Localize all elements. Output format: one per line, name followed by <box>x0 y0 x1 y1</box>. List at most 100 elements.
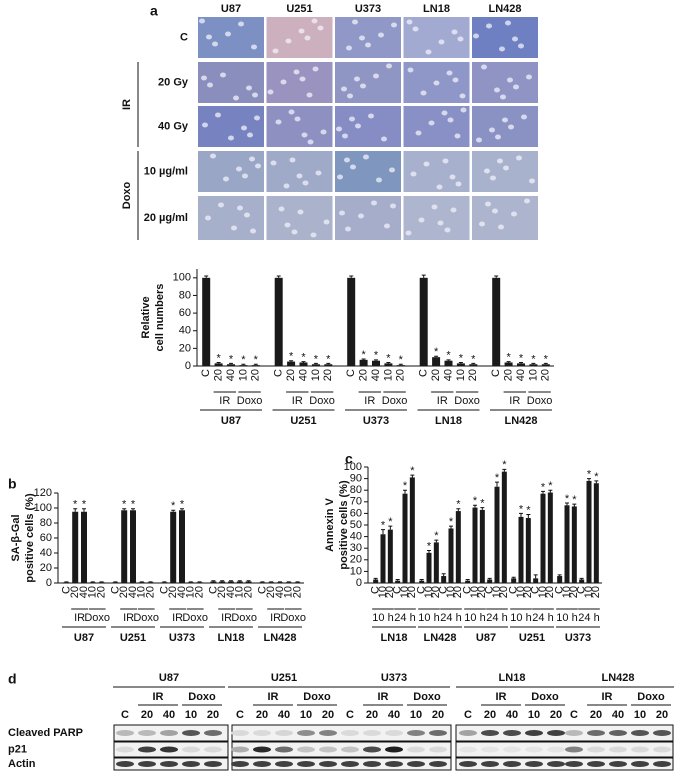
cell <box>345 226 351 232</box>
blot-band <box>182 761 200 767</box>
y-axis-label: Relative <box>140 296 152 338</box>
subgroup-label: IR <box>219 395 230 407</box>
significance-mark: * <box>544 353 549 365</box>
cell <box>288 109 295 115</box>
subgroup-label: IR <box>123 612 134 624</box>
significance-mark: * <box>519 503 524 515</box>
cell <box>344 157 350 163</box>
cell <box>252 92 258 98</box>
significance-mark: * <box>73 499 78 511</box>
x-tick-label: 40 <box>225 586 237 598</box>
subgroup-label: IR <box>292 395 303 407</box>
bar <box>287 361 296 366</box>
significance-mark: * <box>502 459 507 471</box>
blot-band <box>363 730 381 736</box>
bar <box>138 582 145 583</box>
x-tick-label: 20 <box>265 586 277 598</box>
blot-lane-label: 20 <box>656 709 668 721</box>
blot-lane-label: 10 <box>185 709 197 721</box>
error-bar <box>487 577 492 580</box>
x-tick-label: 10 <box>527 369 539 381</box>
subgroup-label: IR <box>74 612 85 624</box>
blot-lane-label: 10 <box>410 709 422 721</box>
cell <box>479 221 485 227</box>
bar <box>432 357 441 366</box>
x-tick-label: 20 <box>395 369 407 381</box>
cell <box>502 117 508 123</box>
subgroup-label: 10 h <box>418 612 439 624</box>
cell <box>347 93 353 99</box>
group-label: LN18 <box>435 415 462 427</box>
cell <box>358 213 364 219</box>
error-bar <box>381 529 385 535</box>
cell <box>516 155 522 161</box>
cell <box>494 87 500 93</box>
blot-band <box>138 730 156 736</box>
cell <box>336 126 342 132</box>
blot-band <box>319 730 337 736</box>
x-tick-label: 20 <box>522 586 534 598</box>
bar <box>455 511 461 583</box>
cell <box>320 129 327 135</box>
cell <box>241 125 247 131</box>
cell <box>457 36 464 42</box>
cell <box>339 210 345 216</box>
micrograph <box>266 106 333 147</box>
cell <box>317 25 324 31</box>
blot-cell-line: U251 <box>271 672 297 684</box>
significance-mark: * <box>361 349 366 361</box>
blot-band <box>385 730 403 736</box>
bar <box>433 542 439 583</box>
blot-row-label: Actin <box>8 758 36 770</box>
bar <box>456 363 465 366</box>
significance-mark: * <box>526 504 531 516</box>
significance-mark: * <box>456 499 461 511</box>
significance-mark: * <box>587 469 592 481</box>
x-tick-label: 10 <box>455 369 467 381</box>
subgroup-label: Doxo <box>527 395 553 407</box>
bar <box>187 582 194 583</box>
blot-band <box>547 761 565 767</box>
x-tick-label: C <box>200 369 212 377</box>
cell <box>270 160 277 166</box>
blot-lane-label: 40 <box>612 709 624 721</box>
blot-band <box>385 746 403 753</box>
significance-mark: * <box>301 351 306 363</box>
subgroup-label: Doxo <box>280 612 306 624</box>
blot-band <box>231 746 249 753</box>
cell <box>310 232 317 238</box>
group-label: U251 <box>290 415 316 427</box>
bar <box>72 511 79 583</box>
cell <box>244 212 250 218</box>
x-tick-label: 10 <box>310 369 322 381</box>
error-bar <box>361 358 366 360</box>
cell <box>373 73 379 79</box>
significance-mark: * <box>506 351 511 363</box>
significance-mark: * <box>82 499 87 511</box>
bar <box>112 582 119 583</box>
cell <box>299 76 306 82</box>
cell <box>512 36 518 42</box>
cell <box>304 35 311 41</box>
cell <box>346 45 352 51</box>
significance-mark: * <box>471 353 476 365</box>
blot-band <box>459 761 477 767</box>
y-tick-label: 40 <box>179 325 191 337</box>
cell <box>352 19 358 25</box>
x-tick-label: 40 <box>442 369 454 381</box>
y-tick-label: 20 <box>179 342 191 354</box>
error-bar <box>531 362 536 365</box>
error-bar <box>494 275 499 278</box>
error-bar <box>229 580 233 582</box>
subgroup-label: Doxo <box>231 612 257 624</box>
bar <box>161 582 168 583</box>
significance-mark: * <box>374 350 379 362</box>
error-bar <box>594 480 599 484</box>
significance-mark: * <box>427 540 432 552</box>
cell <box>420 90 427 96</box>
bar <box>202 277 211 366</box>
cell <box>511 211 517 217</box>
blot-band <box>407 730 425 736</box>
bar <box>219 581 226 583</box>
cell <box>199 18 205 24</box>
